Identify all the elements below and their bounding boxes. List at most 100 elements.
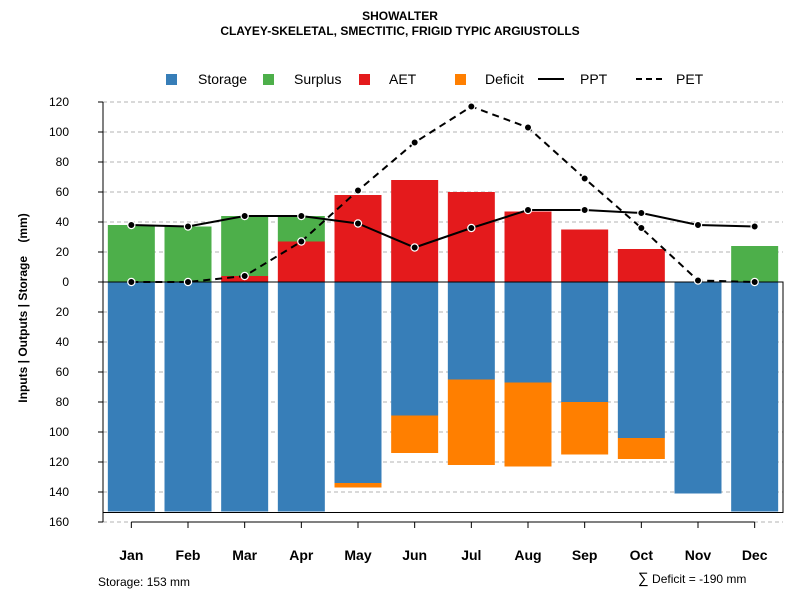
bar-storage [561, 282, 609, 402]
bar-storage [277, 282, 325, 512]
point-pet [353, 186, 363, 195]
bars [107, 180, 779, 512]
point-ppt [580, 205, 589, 215]
point-ppt [297, 211, 306, 221]
point-pet [410, 138, 419, 147]
legend-label-pet: PET [676, 71, 704, 87]
x-tick-label: Apr [289, 547, 314, 563]
point-ppt [750, 222, 759, 231]
x-tick-label: Mar [232, 547, 257, 563]
axes: 120 100 80 60 40 20 0 20 40 60 80 100 120 140 160 Jan Fe… [49, 95, 768, 563]
legend: Storage Surplus AET Deficit PPT PET [0, 68, 800, 92]
x-tick-label: Jul [461, 547, 481, 563]
legend-swatch-aet [359, 73, 370, 85]
point-pet [297, 237, 306, 246]
y-tick-label: 160 [49, 515, 69, 529]
legend-swatch-storage [166, 73, 177, 85]
bar-storage [674, 282, 722, 494]
x-tick-label: May [344, 547, 371, 563]
point-pet [693, 276, 703, 285]
point-ppt [467, 223, 476, 233]
bar-storage [107, 282, 155, 512]
point-ppt [637, 208, 646, 218]
point-ppt [127, 220, 136, 230]
point-pet [183, 277, 193, 287]
point-ppt [353, 219, 363, 228]
y-tick-label: 80 [56, 155, 70, 169]
y-tick-label: 120 [49, 95, 69, 109]
x-tick-label: Sep [572, 547, 598, 563]
bar-storage [334, 282, 382, 483]
legend-label-storage: Storage [198, 71, 248, 87]
legend-item-surplus: Surplus [263, 68, 341, 90]
y-tick-label: 80 [56, 395, 70, 409]
x-tick-label: Aug [514, 547, 541, 563]
legend-item-deficit: Deficit [455, 68, 524, 90]
bar-surplus [731, 246, 779, 282]
bar-deficit [617, 438, 665, 459]
x-tick-label: Oct [630, 547, 654, 563]
legend-item-storage: Storage [166, 68, 247, 90]
y-tick-label: 40 [56, 215, 70, 229]
legend-item-aet: AET [359, 68, 416, 90]
legend-item-ppt: PPT [538, 68, 607, 90]
legend-swatch-deficit [455, 73, 466, 85]
legend-label-deficit: Deficit [485, 71, 524, 87]
legend-label-aet: AET [389, 71, 417, 87]
legend-line-pet [636, 78, 662, 80]
x-tick-label: Dec [742, 547, 768, 563]
point-pet [750, 277, 759, 287]
sigma-symbol: ∑ [638, 570, 649, 587]
bar-storage [164, 282, 212, 512]
bar-storage [504, 282, 552, 383]
y-tick-label: 40 [56, 335, 70, 349]
x-tick-label: Jun [402, 547, 427, 563]
bar-storage [731, 282, 779, 512]
legend-line-ppt [538, 78, 564, 80]
x-tick-label: Feb [176, 547, 201, 563]
legend-swatch-surplus [263, 73, 274, 85]
point-ppt [523, 205, 533, 215]
bar-deficit [391, 415, 439, 453]
chart-title: SHOWALTER [362, 9, 438, 23]
bar-deficit [334, 483, 382, 488]
point-pet [580, 174, 589, 183]
chart-subtitle: CLAYEY-SKELETAL, SMECTITIC, FRIGID TYPIC… [220, 24, 580, 38]
bar-aet [617, 249, 665, 282]
bar-aet [391, 180, 439, 282]
point-pet [523, 123, 533, 132]
y-tick-label: 20 [56, 305, 70, 319]
bar-surplus [277, 216, 325, 242]
bar-surplus [164, 226, 212, 282]
point-ppt [183, 222, 193, 231]
legend-label-surplus: Surplus [294, 71, 342, 87]
bar-aet [277, 241, 325, 282]
deficit-note: Deficit = -190 mm [652, 572, 747, 586]
point-pet [637, 223, 646, 233]
x-tick-label: Nov [685, 547, 712, 563]
bar-storage [391, 282, 439, 416]
line-ppt [131, 209, 755, 249]
y-tick-label: 100 [49, 425, 69, 439]
bar-storage [617, 282, 665, 438]
bar-deficit [561, 402, 609, 455]
y-tick-label: 100 [49, 125, 69, 139]
y-tick-label: 140 [49, 485, 69, 499]
point-ppt [240, 211, 249, 221]
bar-surplus [107, 225, 155, 282]
legend-label-ppt: PPT [580, 71, 608, 87]
bar-deficit [504, 382, 552, 467]
bar-storage [221, 282, 269, 512]
bar-aet [334, 195, 382, 282]
y-tick-label: 0 [62, 275, 69, 289]
bar-aet [561, 229, 609, 282]
point-pet [127, 277, 136, 287]
deficit-note-wrap: ∑ Deficit = -190 mm [638, 570, 746, 587]
bar-aet [504, 211, 552, 282]
storage-note: Storage: 153 mm [98, 575, 191, 589]
point-ppt [693, 220, 703, 230]
x-tick-label: Jan [119, 547, 143, 563]
y-tick-label: 20 [56, 245, 70, 259]
point-pet [467, 102, 476, 111]
